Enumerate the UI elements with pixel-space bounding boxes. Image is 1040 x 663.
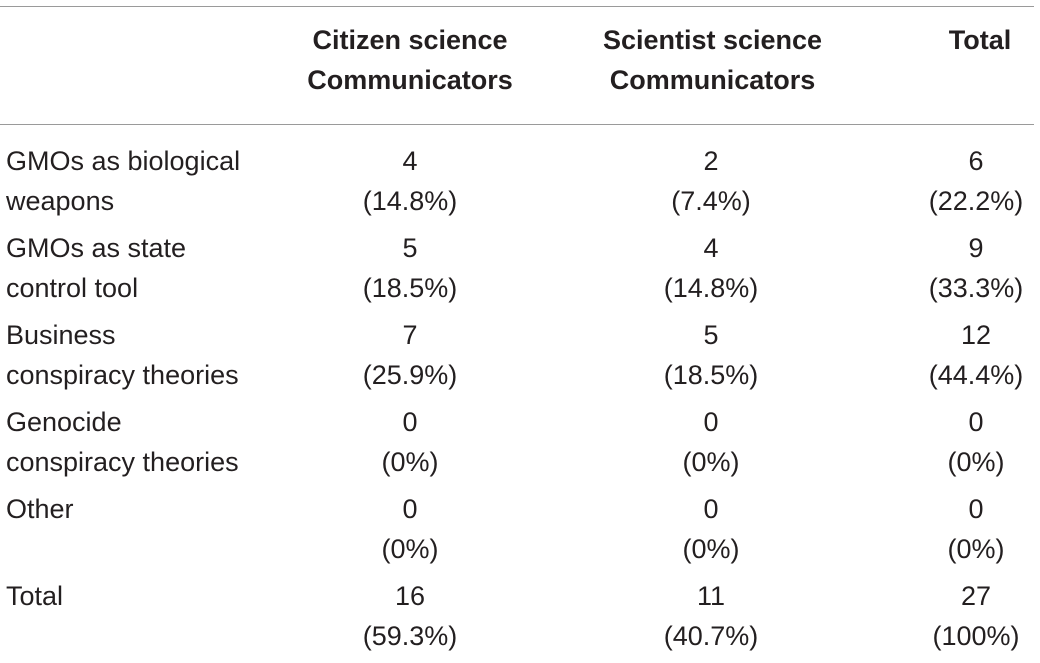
header-total-label: Total xyxy=(948,25,1012,55)
total-percent: (0%) xyxy=(947,447,1005,477)
total-cell: 9 (33.3%) xyxy=(906,228,1040,308)
scientist-count: 4 xyxy=(703,233,719,263)
citizen-percent: (0%) xyxy=(381,534,439,564)
total-percent: (33.3%) xyxy=(928,273,1024,303)
row-label: Total xyxy=(6,576,276,616)
scientist-percent: (0%) xyxy=(682,534,740,564)
total-count: 9 xyxy=(968,233,984,263)
row-label-line1: Business xyxy=(6,320,116,350)
total-percent: (44.4%) xyxy=(928,360,1024,390)
row-label: GMOs as state control tool xyxy=(6,228,276,308)
table-row: Business conspiracy theories 7 (25.9%) 5… xyxy=(0,315,1040,402)
table-row: Genocide conspiracy theories 0 (0%) 0 (0… xyxy=(0,402,1040,489)
total-cell: 6 (22.2%) xyxy=(906,141,1040,221)
scientist-percent: (0%) xyxy=(682,447,740,477)
citizen-count: 0 xyxy=(402,494,418,524)
scientist-percent: (14.8%) xyxy=(663,273,759,303)
citizen-count: 16 xyxy=(394,581,426,611)
citizen-cell: 0 (0%) xyxy=(340,402,480,482)
header-scientist-line2: Communicators xyxy=(609,65,816,95)
total-cell: 27 (100%) xyxy=(906,576,1040,656)
scientist-cell: 11 (40.7%) xyxy=(641,576,781,656)
row-label: Business conspiracy theories xyxy=(6,315,276,395)
citizen-count: 5 xyxy=(402,233,418,263)
citizen-count: 7 xyxy=(402,320,418,350)
total-cell: 12 (44.4%) xyxy=(906,315,1040,395)
citizen-percent: (25.9%) xyxy=(362,360,458,390)
table-top-rule xyxy=(0,6,1034,7)
table-row: Other 0 (0%) 0 (0%) 0 (0%) xyxy=(0,489,1040,576)
citizen-cell: 5 (18.5%) xyxy=(340,228,480,308)
scientist-cell: 4 (14.8%) xyxy=(641,228,781,308)
citizen-count: 0 xyxy=(402,407,418,437)
citizen-count: 4 xyxy=(402,146,418,176)
table-row: GMOs as biological weapons 4 (14.8%) 2 (… xyxy=(0,141,1040,228)
scientist-count: 0 xyxy=(703,494,719,524)
total-percent: (0%) xyxy=(947,534,1005,564)
row-label-line1: GMOs as state xyxy=(6,233,187,263)
row-label-line1: GMOs as biological xyxy=(6,146,241,176)
header-citizen-line2: Communicators xyxy=(307,65,513,95)
citizen-cell: 4 (14.8%) xyxy=(340,141,480,221)
scientist-count: 11 xyxy=(696,581,726,611)
row-label-line2: conspiracy theories xyxy=(6,447,239,477)
row-label-line2: weapons xyxy=(6,186,115,216)
scientist-percent: (40.7%) xyxy=(663,621,759,651)
scientist-count: 5 xyxy=(703,320,719,350)
scientist-percent: (18.5%) xyxy=(663,360,759,390)
header-citizen-line1: Citizen science xyxy=(312,25,508,55)
header-citizen-communicators: Citizen science Communicators xyxy=(280,20,540,100)
row-label: GMOs as biological weapons xyxy=(6,141,276,221)
total-cell: 0 (0%) xyxy=(906,489,1040,569)
total-cell: 0 (0%) xyxy=(906,402,1040,482)
citizen-percent: (59.3%) xyxy=(362,621,458,651)
table-row: GMOs as state control tool 5 (18.5%) 4 (… xyxy=(0,228,1040,315)
row-label: Other xyxy=(6,489,276,529)
row-label: Genocide conspiracy theories xyxy=(6,402,276,482)
scientist-count: 0 xyxy=(703,407,719,437)
header-scientist-line1: Scientist science xyxy=(602,25,823,55)
row-label-line1: Other xyxy=(6,494,74,524)
scientist-cell: 0 (0%) xyxy=(641,402,781,482)
total-percent: (100%) xyxy=(932,621,1020,651)
header-total: Total xyxy=(930,20,1030,60)
table-row-total: Total 16 (59.3%) 11 (40.7%) 27 (100%) xyxy=(0,576,1040,663)
header-bottom-rule xyxy=(0,124,1034,125)
scientist-percent: (7.4%) xyxy=(671,186,751,216)
citizen-cell: 7 (25.9%) xyxy=(340,315,480,395)
total-count: 12 xyxy=(960,320,992,350)
citizen-percent: (0%) xyxy=(381,447,439,477)
total-count: 27 xyxy=(960,581,992,611)
header-scientist-communicators: Scientist science Communicators xyxy=(580,20,845,100)
citizen-percent: (18.5%) xyxy=(362,273,458,303)
total-count: 0 xyxy=(968,407,984,437)
total-percent: (22.2%) xyxy=(928,186,1024,216)
citizen-cell: 16 (59.3%) xyxy=(340,576,480,656)
row-label-line2: control tool xyxy=(6,273,139,303)
citizen-cell: 0 (0%) xyxy=(340,489,480,569)
scientist-cell: 0 (0%) xyxy=(641,489,781,569)
row-label-line1: Total xyxy=(6,581,64,611)
citizen-percent: (14.8%) xyxy=(362,186,458,216)
scientist-cell: 5 (18.5%) xyxy=(641,315,781,395)
row-label-line2: conspiracy theories xyxy=(6,360,239,390)
total-count: 0 xyxy=(968,494,984,524)
row-label-line1: Genocide xyxy=(6,407,122,437)
scientist-count: 2 xyxy=(703,146,719,176)
scientist-cell: 2 (7.4%) xyxy=(641,141,781,221)
total-count: 6 xyxy=(968,146,984,176)
